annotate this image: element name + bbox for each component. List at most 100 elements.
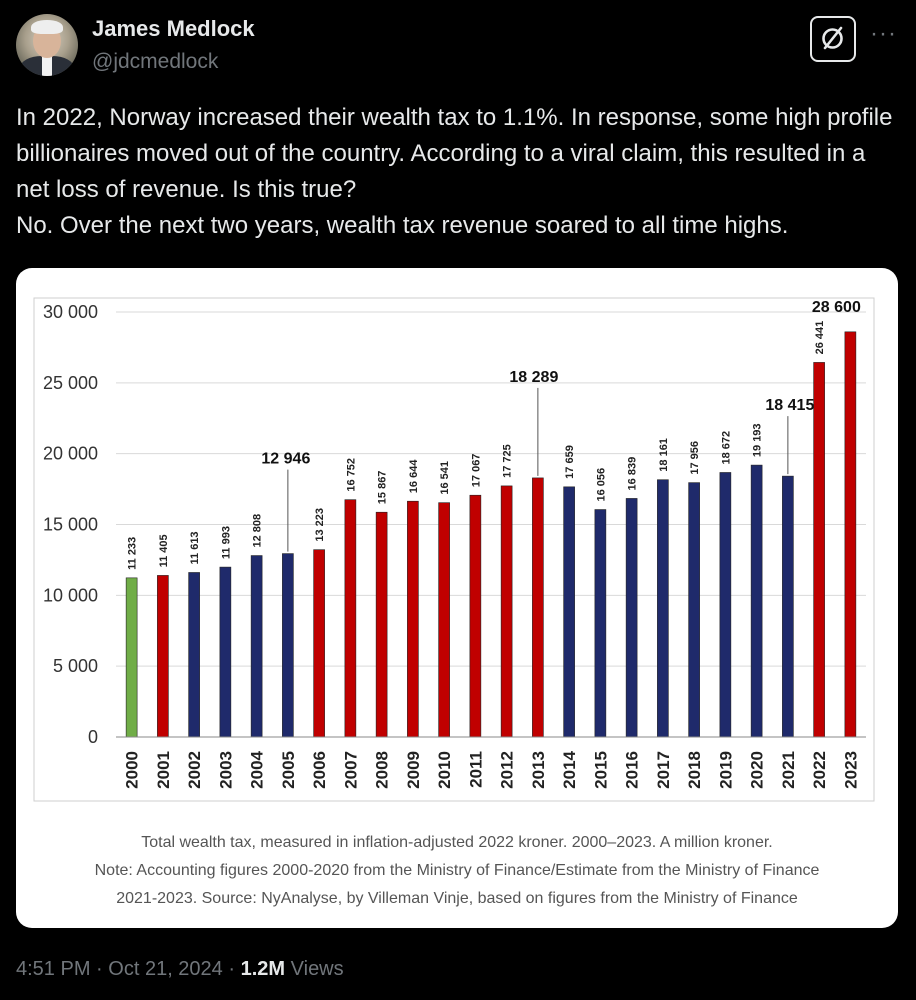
bar-2008: [375, 511, 388, 738]
data-label-2004: 12 808: [252, 514, 264, 548]
bar-2017: [657, 479, 669, 738]
bar-2021: [782, 475, 794, 738]
chart-caption-line-3: 2021-2023. Source: NyAnalyse, by Villema…: [116, 890, 798, 907]
x-tick-label: 2009: [404, 751, 423, 789]
data-label-2001: 11 405: [158, 534, 170, 567]
x-tick-label: 2022: [810, 751, 829, 789]
tweet-time[interactable]: 4:51 PM: [16, 958, 91, 980]
data-label-2012: 17 725: [502, 444, 514, 478]
data-label-2009: 16 644: [408, 459, 420, 494]
data-label-2016: 16 839: [627, 457, 639, 491]
x-tick-label: 2005: [279, 751, 298, 789]
bar-2012: [500, 485, 513, 738]
bar-chart: 0 5 000 10 000 15 000 20 000 25 000 30 000 2000…: [33, 297, 875, 802]
data-label-2011: 17 067: [470, 454, 482, 488]
bar-2001: [157, 575, 169, 738]
x-tick-label: 2021: [779, 751, 798, 789]
bar-2000: [125, 577, 138, 738]
bar-2007: [344, 499, 357, 738]
data-label-2006: 13 223: [314, 508, 326, 542]
data-label-2002: 11 613: [189, 531, 201, 564]
data-label-2008: 15 867: [377, 471, 389, 505]
x-tick-label: 2014: [560, 750, 579, 788]
avatar-shirt: [42, 56, 52, 76]
bar-2004: [250, 555, 263, 738]
data-label-2005: 12 946: [261, 451, 310, 468]
data-label-2000: 11 233: [127, 537, 139, 570]
x-tick-label: 2023: [841, 751, 860, 789]
x-tick-label: 2011: [466, 751, 485, 788]
x-tick-label: 2018: [685, 751, 704, 789]
data-label-2019: 18 672: [720, 431, 732, 465]
x-tick-label: 2001: [154, 751, 173, 789]
x-tick-label: 2016: [623, 751, 642, 789]
data-label-2020: 19 193: [752, 423, 764, 457]
chart-image-card[interactable]: 0 5 000 10 000 15 000 20 000 25 000 30 000 2000…: [16, 268, 898, 928]
bar-2011: [469, 494, 482, 738]
bar-2023: [844, 331, 857, 738]
meta-separator: ·: [228, 958, 236, 980]
x-tick-label: 2004: [248, 750, 267, 788]
meta-separator: ·: [96, 958, 103, 980]
chart-caption-line-1: Total wealth tax, measured in inflation-…: [141, 834, 773, 851]
bar-2002: [188, 572, 200, 738]
bar-2005: [282, 553, 294, 738]
x-tick-label: 2019: [716, 751, 735, 789]
x-tick-label: 2000: [123, 751, 142, 789]
x-tick-label: 2015: [591, 751, 610, 789]
bar-2006: [313, 549, 325, 738]
grok-button[interactable]: [810, 16, 856, 62]
bar-2018: [688, 482, 700, 738]
avatar-hair: [31, 20, 63, 34]
x-tick-label: 2012: [498, 751, 517, 789]
y-tick-label: 20 000: [43, 444, 98, 464]
bar-2019: [719, 472, 732, 738]
bar-2016: [625, 498, 638, 738]
x-tick-label: 2017: [654, 751, 673, 789]
x-tick-label: 2003: [216, 751, 235, 789]
more-icon[interactable]: ···: [870, 20, 897, 47]
data-label-2023: 28 600: [812, 299, 861, 316]
y-tick-label: 10 000: [43, 585, 98, 605]
x-tick-label: 2008: [373, 751, 392, 789]
y-tick-label: 5 000: [53, 656, 98, 676]
y-tick-label: 25 000: [43, 373, 98, 393]
bar-2013: [532, 477, 544, 738]
data-label-2013: 18 289: [509, 369, 558, 386]
data-label-2007: 16 752: [345, 458, 357, 492]
data-label-2017: 18 161: [658, 438, 670, 472]
tweet-paragraph-1: In 2022, Norway increased their wealth t…: [16, 104, 893, 203]
bar-2014: [563, 486, 575, 738]
y-tick-label: 15 000: [43, 515, 98, 535]
data-label-2010: 16 541: [439, 461, 451, 495]
data-label-2021: 18 415: [765, 397, 814, 414]
grok-icon: [822, 26, 843, 50]
data-label-2003: 11 993: [220, 526, 232, 559]
x-tick-label: 2013: [529, 751, 548, 789]
author-avatar[interactable]: [16, 14, 78, 76]
y-tick-label: 30 000: [43, 302, 98, 322]
tweet-date[interactable]: Oct 21, 2024: [108, 958, 223, 980]
data-label-2014: 17 659: [564, 445, 576, 479]
x-tick-label: 2010: [435, 751, 454, 789]
tweet-text: In 2022, Norway increased their wealth t…: [16, 100, 896, 244]
author-handle[interactable]: @jdcmedlock: [92, 50, 219, 73]
data-label-2022: 26 441: [814, 321, 826, 355]
bar-2022: [813, 362, 825, 738]
bar-2020: [750, 464, 763, 738]
bar-2003: [219, 566, 232, 738]
bar-2009: [407, 500, 419, 738]
views-count: 1.2M: [240, 958, 286, 980]
data-label-2018: 17 956: [689, 441, 701, 475]
y-tick-label: 0: [88, 727, 98, 747]
author-name[interactable]: James Medlock: [92, 16, 255, 41]
tweet-paragraph-2: No. Over the next two years, wealth tax …: [16, 212, 789, 239]
x-tick-label: 2002: [185, 751, 204, 789]
x-tick-label: 2006: [310, 751, 329, 789]
x-tick-label: 2007: [341, 751, 360, 789]
views-label: Views: [290, 958, 344, 980]
bar-2015: [594, 509, 607, 738]
tweet-meta: 4:51 PM · Oct 21, 2024 · 1.2M Views: [16, 958, 344, 981]
data-label-2015: 16 056: [595, 468, 607, 502]
x-tick-label: 2020: [748, 751, 767, 789]
